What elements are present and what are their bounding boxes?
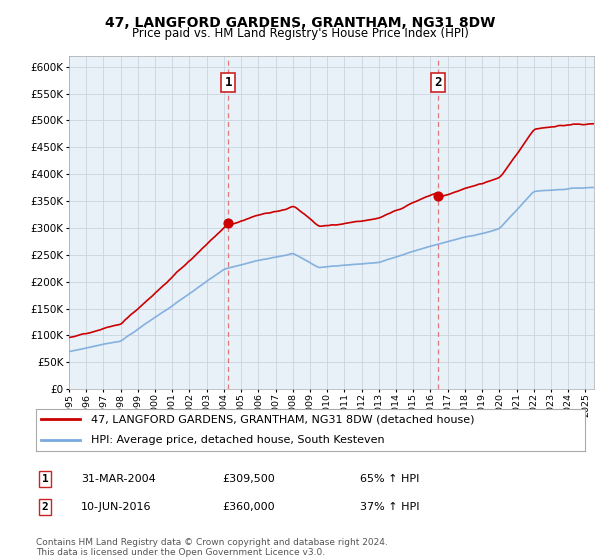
Text: 2: 2 — [41, 502, 49, 512]
Text: 47, LANGFORD GARDENS, GRANTHAM, NG31 8DW (detached house): 47, LANGFORD GARDENS, GRANTHAM, NG31 8DW… — [91, 414, 475, 424]
Text: Price paid vs. HM Land Registry's House Price Index (HPI): Price paid vs. HM Land Registry's House … — [131, 27, 469, 40]
Text: 10-JUN-2016: 10-JUN-2016 — [81, 502, 151, 512]
Point — [433, 192, 443, 200]
Text: 1: 1 — [41, 474, 49, 484]
Text: 47, LANGFORD GARDENS, GRANTHAM, NG31 8DW: 47, LANGFORD GARDENS, GRANTHAM, NG31 8DW — [105, 16, 495, 30]
Point — [223, 218, 233, 227]
Text: £309,500: £309,500 — [222, 474, 275, 484]
Text: HPI: Average price, detached house, South Kesteven: HPI: Average price, detached house, Sout… — [91, 435, 385, 445]
Text: 2: 2 — [434, 76, 442, 90]
Text: 31-MAR-2004: 31-MAR-2004 — [81, 474, 156, 484]
Text: 1: 1 — [224, 76, 232, 90]
Text: 65% ↑ HPI: 65% ↑ HPI — [360, 474, 419, 484]
Text: £360,000: £360,000 — [222, 502, 275, 512]
Text: Contains HM Land Registry data © Crown copyright and database right 2024.
This d: Contains HM Land Registry data © Crown c… — [36, 538, 388, 557]
Text: 37% ↑ HPI: 37% ↑ HPI — [360, 502, 419, 512]
